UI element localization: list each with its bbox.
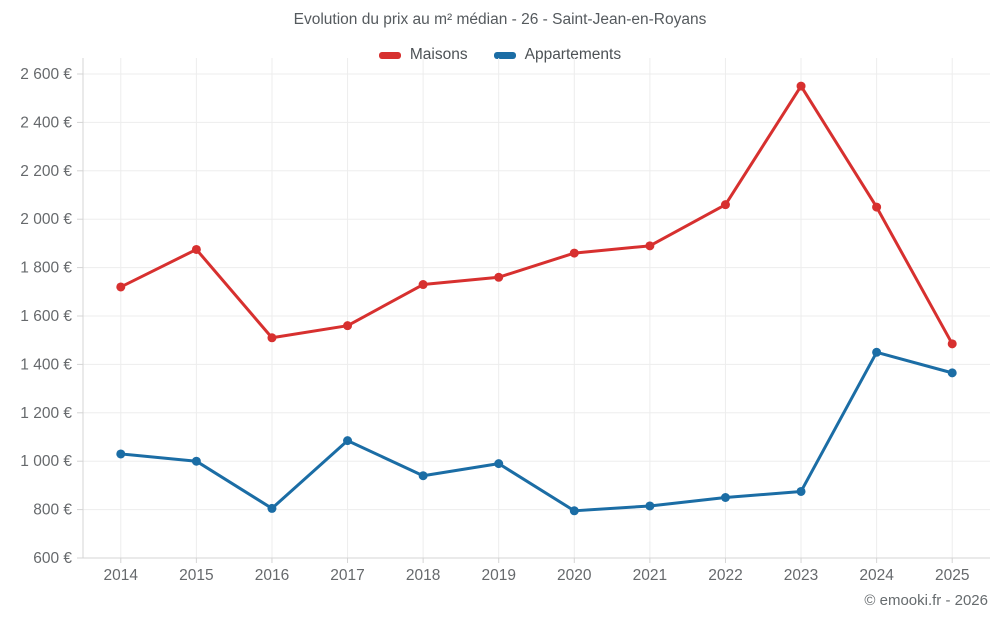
legend-label-appartements: Appartements [524,46,622,63]
data-point-appartements-2014[interactable] [116,449,126,459]
data-point-maisons-2022[interactable] [720,200,730,210]
legend-item-maisons[interactable]: Maisons [378,46,468,64]
data-point-appartements-2018[interactable] [418,471,428,481]
x-tick-label: 2017 [330,567,364,584]
data-point-appartements-2023[interactable] [796,486,806,496]
watermark: © emooki.fr - 2026 [864,592,988,609]
y-tick-label: 1 000 € [20,453,72,470]
x-tick-label: 2018 [406,567,440,584]
data-point-appartements-2022[interactable] [720,493,730,502]
y-tick-label: 1 400 € [20,356,72,373]
legend-swatch-appartements [493,51,516,59]
y-tick-label: 1 200 € [20,405,72,422]
y-tick-label: 2 000 € [20,211,72,228]
x-tick-label: 2024 [859,567,894,584]
y-tick-label: 600 € [33,550,72,567]
data-point-appartements-2016[interactable] [267,503,277,513]
legend-item-appartements[interactable]: Appartements [493,46,622,64]
x-tick-label: 2019 [481,567,515,584]
data-point-maisons-2025[interactable] [947,339,957,349]
data-point-maisons-2015[interactable] [191,244,201,254]
data-point-maisons-2023[interactable] [796,81,806,91]
x-tick-label: 2020 [557,567,592,584]
data-point-appartements-2017[interactable] [343,436,353,446]
data-point-maisons-2016[interactable] [267,333,277,343]
data-point-maisons-2018[interactable] [418,280,428,290]
data-point-maisons-2014[interactable] [116,282,126,292]
data-point-maisons-2020[interactable] [569,248,579,258]
x-tick-label: 2022 [708,567,742,584]
y-tick-label: 2 400 € [20,114,72,131]
data-point-appartements-2019[interactable] [494,459,504,469]
x-tick-label: 2025 [935,567,969,584]
data-point-maisons-2017[interactable] [343,321,353,331]
x-tick-label: 2021 [633,567,667,584]
data-point-appartements-2024[interactable] [872,347,882,357]
data-point-appartements-2021[interactable] [645,501,655,511]
data-point-appartements-2015[interactable] [191,456,201,466]
y-tick-label: 1 800 € [20,260,72,277]
y-tick-label: 2 200 € [20,163,72,180]
data-point-maisons-2024[interactable] [872,202,882,212]
data-point-appartements-2020[interactable] [569,506,579,516]
y-tick-label: 800 € [33,502,72,519]
y-tick-label: 1 600 € [20,308,72,325]
chart-title: Evolution du prix au m² médian - 26 - Sa… [293,11,707,28]
data-point-appartements-2025[interactable] [947,368,957,378]
legend: Maisons Appartements [0,46,1000,64]
legend-label-maisons: Maisons [409,46,468,63]
y-tick-label: 2 600 € [20,66,72,83]
x-tick-label: 2016 [255,567,289,584]
data-point-maisons-2021[interactable] [645,241,655,251]
series-line-appartements [119,350,954,513]
x-tick-label: 2014 [104,567,139,584]
data-point-maisons-2019[interactable] [494,272,504,282]
x-tick-label: 2015 [179,567,213,584]
x-tick-label: 2023 [784,567,818,584]
series-line-maisons [119,84,954,346]
legend-swatch-maisons [378,51,401,59]
